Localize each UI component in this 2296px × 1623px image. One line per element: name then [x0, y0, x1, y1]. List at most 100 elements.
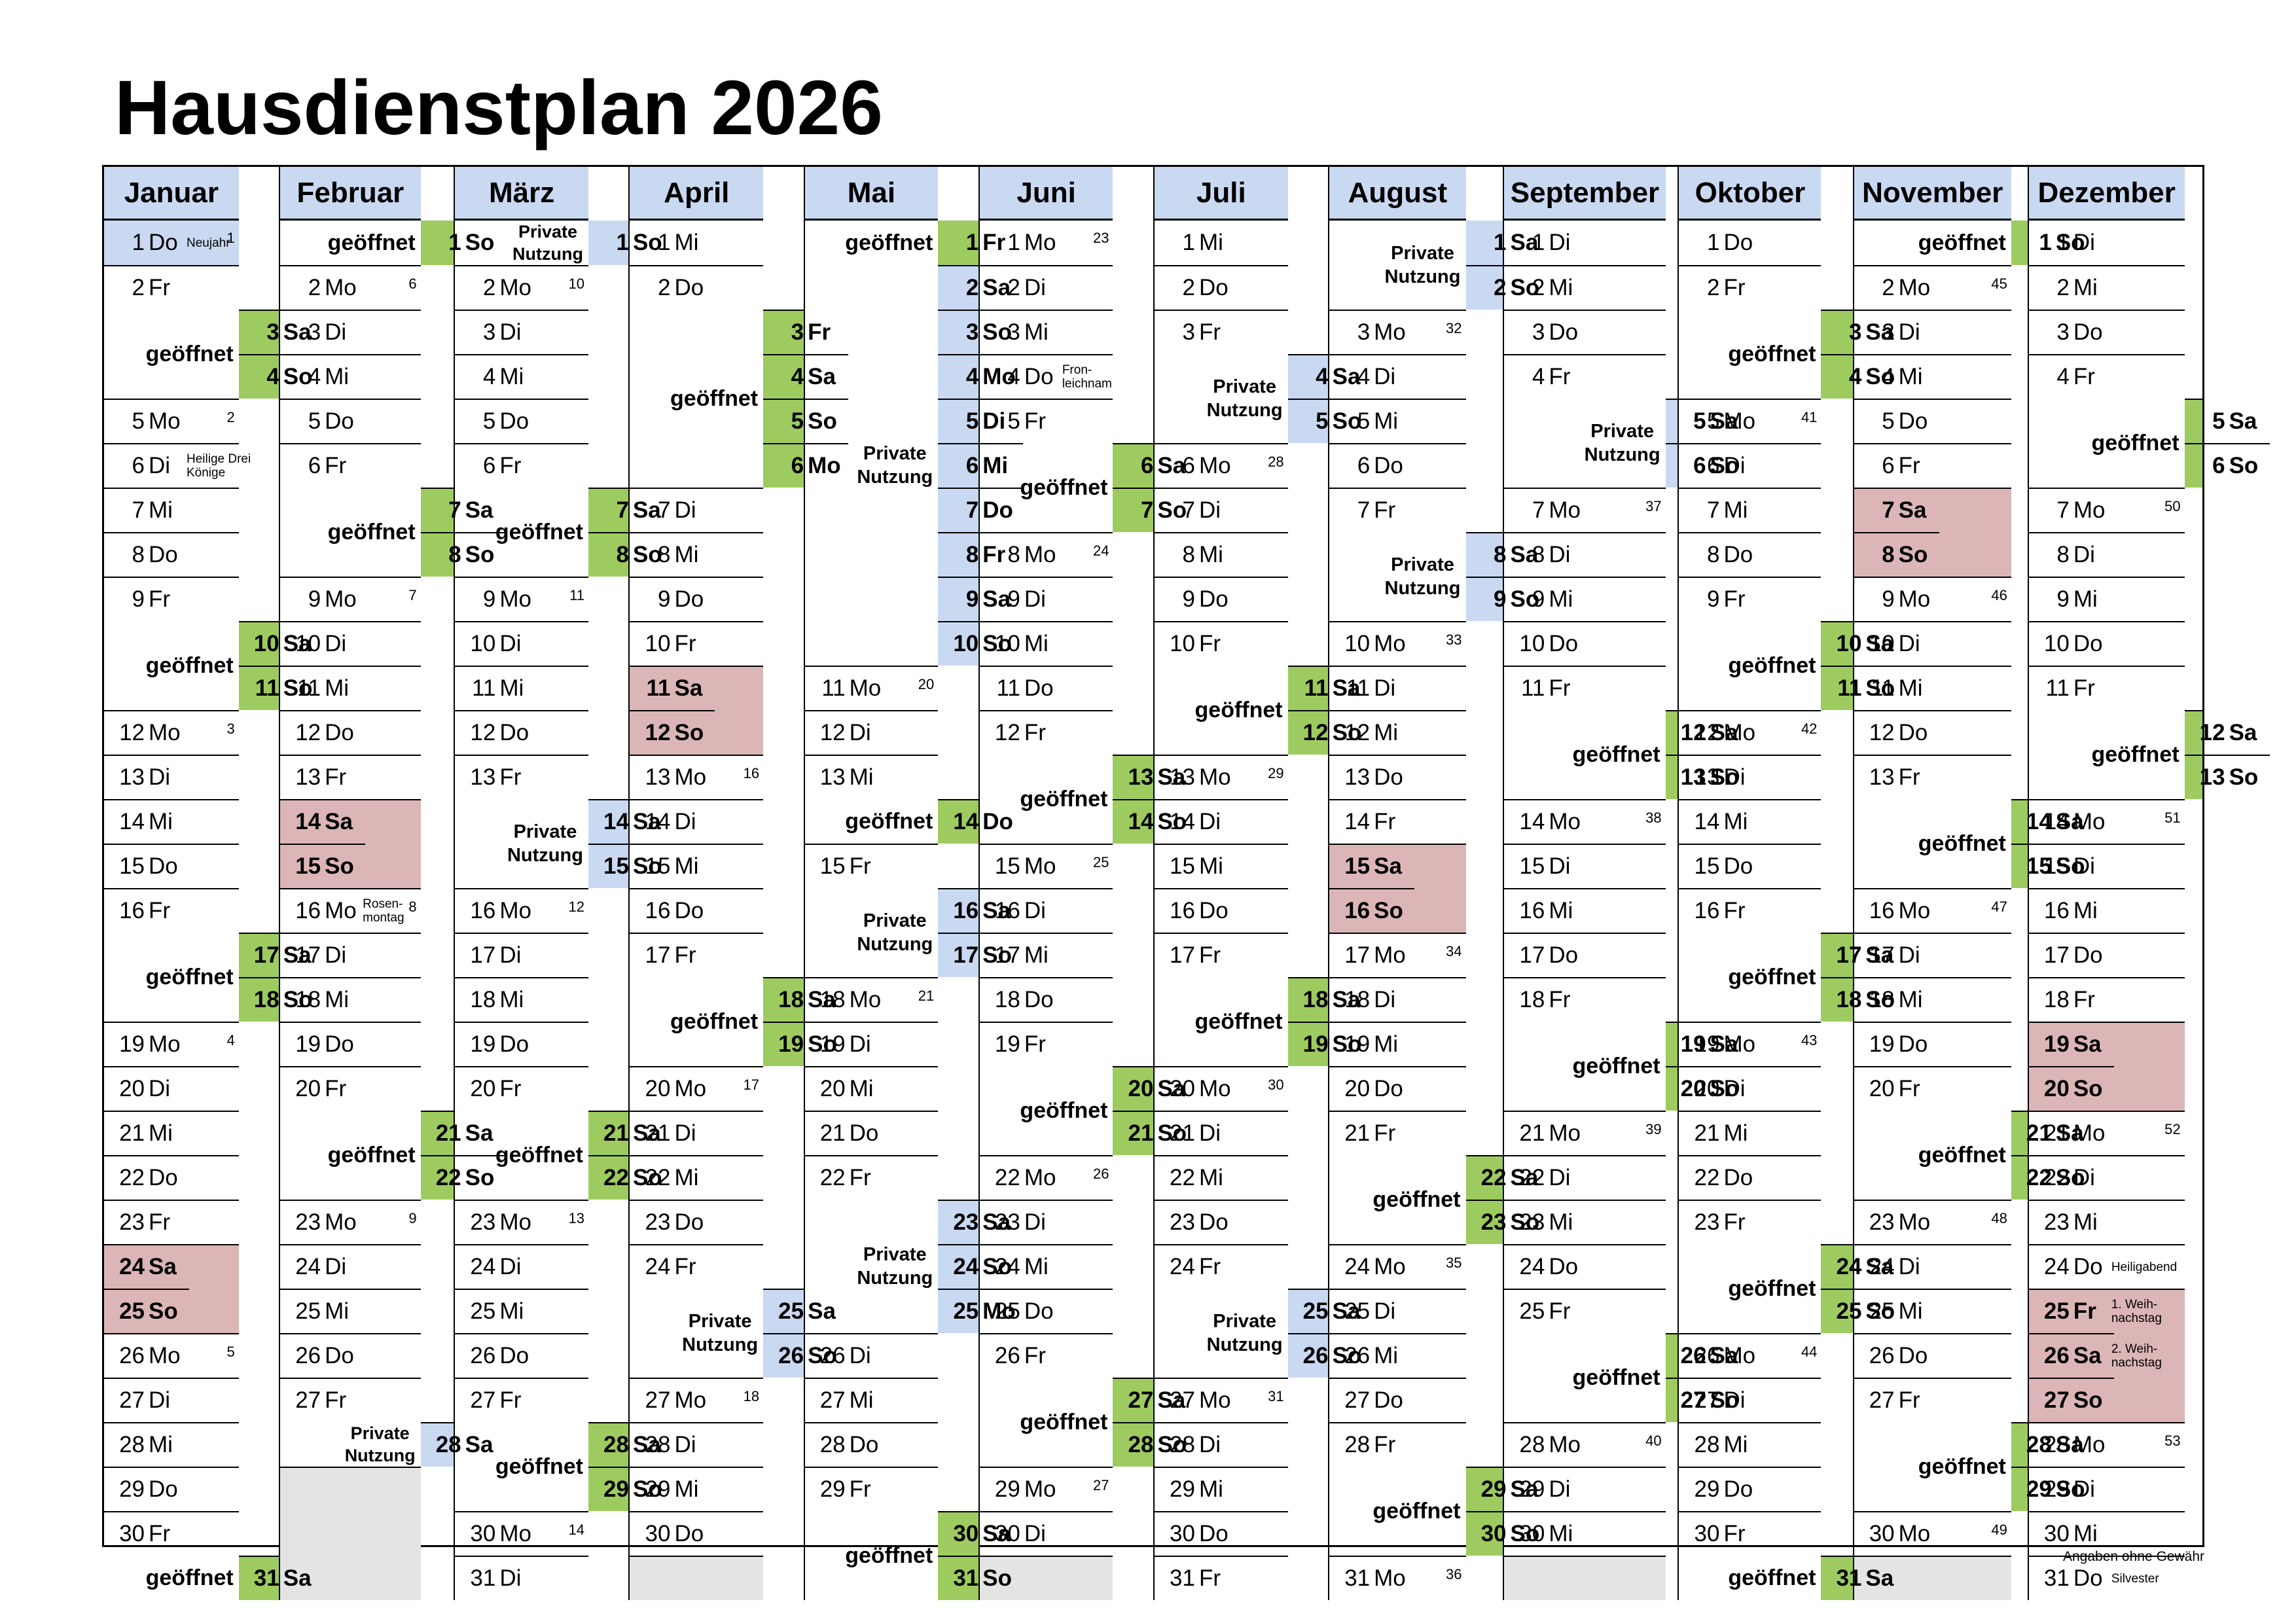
- weekday: So: [1898, 542, 1928, 567]
- day-cell: 11 Fr: [1504, 666, 1666, 710]
- weekday: Do: [499, 720, 529, 745]
- weekday: Mo: [2073, 1432, 2106, 1457]
- day-number: 18: [778, 987, 804, 1012]
- day-cell: 10 So: [938, 621, 1024, 666]
- weekday: Do: [149, 853, 178, 879]
- month-column: August 1 Sa 2 So 3 Mo 32 4 Di 5 Mi 6 Do 7 Fr 8 Sa 9 So 10 Mo 3…: [1328, 167, 1551, 1600]
- day-cell: 17 Di: [455, 933, 588, 977]
- day-cell: 12 Fr: [979, 710, 1113, 755]
- weekday: Mi: [1198, 1476, 1223, 1502]
- day-cell: 18 Sa: [763, 977, 836, 1022]
- day-cell: 20 Mo 17: [630, 1066, 764, 1111]
- day-separator: [2184, 755, 2270, 756]
- day-number: 7: [1182, 497, 1195, 523]
- day-number: 9: [2056, 586, 2070, 612]
- day-number: 8: [1532, 542, 1545, 567]
- weekday: Mi: [1723, 497, 1748, 523]
- weekday: Di: [674, 809, 696, 834]
- day-number: 20: [1344, 1076, 1371, 1101]
- day-cell: 25 Fr 1. Weih- nachstag: [2028, 1289, 2185, 1333]
- day-cell: 1 Mi: [630, 221, 763, 265]
- weekday: Di: [674, 497, 696, 523]
- weekday: Di: [849, 720, 871, 745]
- day-number: 26: [470, 1343, 496, 1368]
- month-column: Juni 1 Mo 23 2 Di 3 Mi 4 Do Fron- leichnam 5 Fr 6 Sa 7 S…: [978, 167, 1198, 1600]
- day-cell: 7 Mo 50: [2028, 488, 2185, 532]
- day-number: 21: [1128, 1120, 1154, 1146]
- day-cell: 10 Di: [280, 621, 421, 666]
- day-number: 19: [470, 1031, 496, 1057]
- day-separator: [938, 488, 1024, 489]
- weekday: Mi: [1723, 1432, 1748, 1457]
- month-header: Dezember: [2028, 167, 2185, 221]
- day-cell: 17 Mi: [979, 933, 1113, 977]
- week-number: 28: [1268, 454, 1284, 470]
- month-header: Januar: [104, 167, 239, 221]
- weekday: Mo: [1898, 1521, 1931, 1546]
- status-open-label: geöffnet: [145, 652, 234, 678]
- day-number: 14: [1519, 809, 1545, 834]
- day-number: 18: [1836, 987, 1862, 1012]
- weekday: Di: [499, 942, 522, 968]
- weekday: Do: [499, 408, 529, 434]
- day-number: 15: [603, 853, 629, 879]
- day-number: 19: [1694, 1031, 1720, 1057]
- weekday: Mo: [1198, 1076, 1231, 1101]
- day-cell: 12 Sa: [1665, 710, 1738, 755]
- weekday: Mi: [674, 853, 699, 879]
- day-number: 31: [1836, 1565, 1862, 1591]
- day-cell: 19 Mo 43: [1679, 1022, 1821, 1066]
- weekday: Do: [674, 275, 704, 300]
- week-number: 11: [569, 587, 584, 603]
- day-number: 5: [2212, 408, 2225, 434]
- day-cell: 9 Fr: [1679, 577, 1821, 621]
- day-cell: 23 Mo 9: [280, 1200, 421, 1244]
- day-cell: 25 Mi: [280, 1289, 421, 1333]
- day-cell: 10 Do: [2028, 621, 2185, 666]
- weekday: Fr: [1898, 453, 1920, 478]
- day-cell: 24 Fr: [630, 1244, 764, 1289]
- weekday: So: [632, 1165, 662, 1190]
- weekday: Fr: [2073, 987, 2095, 1012]
- weekday: Sa: [1332, 675, 1361, 701]
- day-cell: 7 Di: [1154, 488, 1288, 532]
- day-number: 21: [435, 1120, 461, 1146]
- day-number: 12: [1680, 720, 1706, 745]
- day-cell: 16 Mo 12: [455, 888, 588, 933]
- weekday: Do: [1198, 275, 1229, 300]
- weekday: Sa: [1332, 987, 1361, 1012]
- day-cell: 29 Di: [1504, 1467, 1666, 1511]
- weekday: Sa: [808, 364, 836, 389]
- day-number: 1: [2039, 230, 2052, 255]
- day-number: 16: [2043, 898, 2070, 923]
- day-cell: 20 Mo 30: [1154, 1066, 1288, 1111]
- weekday: Fr: [149, 1209, 171, 1235]
- day-number: 27: [645, 1387, 671, 1413]
- status-open-label: geöffnet: [1918, 830, 2006, 856]
- day-separator: [763, 443, 849, 444]
- day-cell: 15 Sa: [1329, 844, 1466, 888]
- day-cell: 13 Di: [1679, 755, 1821, 799]
- disclaimer: Angaben ohne Gewähr: [2063, 1549, 2204, 1564]
- day-cell: 7 Mi: [104, 488, 239, 532]
- weekday: Fr: [1198, 319, 1221, 345]
- day-cell: 13 So: [2184, 755, 2270, 799]
- day-cell: 28 Di: [1154, 1422, 1288, 1467]
- day-cell: 27 Fr: [280, 1378, 421, 1422]
- day-cell: 3 Do: [1504, 310, 1666, 354]
- day-cell: 31 Do Silvester: [2028, 1556, 2185, 1600]
- day-cell: 13 Do: [1329, 755, 1466, 799]
- weekday: Mo: [1549, 497, 1581, 523]
- day-number: 1: [1182, 230, 1195, 255]
- day-number: 16: [994, 898, 1020, 923]
- weekday: Mi: [499, 987, 524, 1012]
- day-number: 2: [965, 275, 979, 300]
- weekday: Di: [499, 1254, 522, 1279]
- weekday: Mi: [1198, 542, 1223, 567]
- weekday: Mo: [499, 586, 531, 612]
- week-number: 8: [408, 899, 417, 915]
- day-cell: 4 Do Fron- leichnam: [979, 354, 1113, 399]
- day-cell: 5 Mo 2: [104, 399, 239, 443]
- day-cell: 30 Do: [630, 1511, 764, 1556]
- weekday: Mo: [1198, 764, 1231, 790]
